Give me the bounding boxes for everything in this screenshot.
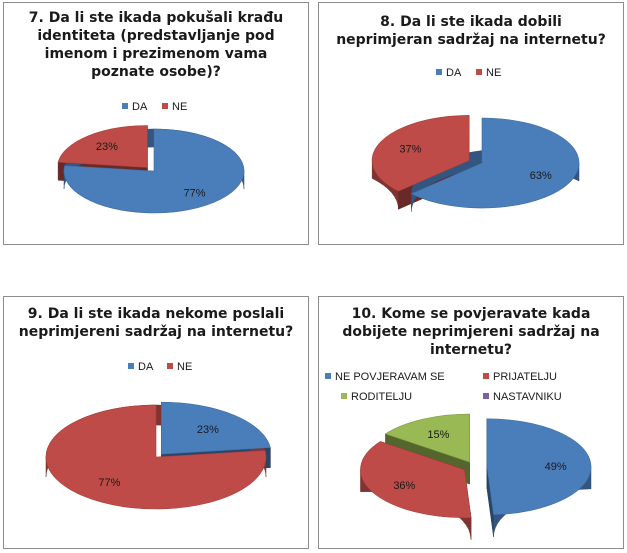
pie-slice-ne-povjeravam-se bbox=[486, 418, 592, 516]
data-label-da: 23% bbox=[197, 424, 219, 436]
legend-entry-prijatelju: PRIJATELJU bbox=[483, 371, 557, 383]
pie-slice-prijatelju bbox=[360, 441, 472, 518]
legend-swatch bbox=[325, 373, 331, 379]
data-label-ne: 37% bbox=[399, 144, 421, 156]
chart-title: 10. Kome se povjeravate kada dobijete ne… bbox=[342, 306, 600, 358]
data-label-da: 63% bbox=[530, 170, 552, 182]
pie-chart-q9: 23% 77% bbox=[45, 401, 271, 510]
pie-slice-ne bbox=[45, 404, 267, 510]
data-label-ne: 23% bbox=[96, 141, 118, 153]
data-label-ne-povjeravam-se: 49% bbox=[545, 461, 567, 473]
legend-entry-da: DA bbox=[436, 67, 461, 79]
legend-swatch bbox=[483, 373, 489, 379]
chart-legend: DA NE bbox=[4, 361, 310, 375]
legend-swatch bbox=[122, 103, 128, 109]
pie-slice-da bbox=[63, 128, 245, 214]
pie-chart-q7: 77% 23% bbox=[57, 125, 245, 214]
pie-tops bbox=[45, 401, 271, 510]
chart-title: 9. Da li ste ikada nekome poslali neprim… bbox=[18, 306, 294, 340]
legend-entry-ne: NE bbox=[162, 101, 187, 113]
chart-legend: DA NE bbox=[4, 101, 310, 115]
legend-entry-ne-povjeravam-se: NE POVJERAVAM SE bbox=[325, 371, 445, 383]
chart-legend: NE POVJERAVAM SE PRIJATELJU RODITELJU NA… bbox=[319, 371, 625, 407]
pie-slice-roditelju bbox=[384, 413, 470, 463]
chart-panel-q10: 10. Kome se povjeravate kada dobijete ne… bbox=[318, 296, 624, 549]
legend-swatch bbox=[436, 69, 442, 75]
chart-panel-q7: 7. Da li ste ikada pokušali krađu identi… bbox=[3, 2, 309, 245]
pie-tops bbox=[57, 125, 245, 214]
legend-entry-da: DA bbox=[128, 361, 153, 373]
pie-chart-q8: 63% 37% bbox=[371, 115, 580, 212]
pie-tops bbox=[360, 413, 592, 518]
pie-slice-da bbox=[410, 117, 580, 209]
chart-title: 7. Da li ste ikada pokušali krađu identi… bbox=[28, 10, 284, 80]
legend-swatch bbox=[476, 69, 482, 75]
data-label-prijatelju: 36% bbox=[393, 480, 415, 492]
legend-entry-roditelju: RODITELJU bbox=[341, 391, 412, 403]
legend-swatch bbox=[341, 393, 347, 399]
legend-swatch bbox=[483, 393, 489, 399]
pie-slice-da bbox=[160, 401, 271, 455]
pie-chart-q10: 49% 36% 15% bbox=[360, 413, 592, 540]
pie-slice-ne bbox=[371, 115, 470, 192]
data-label-roditelju: 15% bbox=[427, 429, 449, 441]
legend-entry-nastavniku: NASTAVNIKU bbox=[483, 391, 562, 403]
pie-slice-ne bbox=[57, 125, 148, 168]
legend-swatch bbox=[167, 363, 173, 369]
data-label-da: 77% bbox=[183, 187, 205, 199]
chart-legend: DA NE bbox=[319, 67, 625, 81]
chart-panel-q8: 8. Da li ste ikada dobili neprimjeran sa… bbox=[318, 2, 624, 245]
legend-entry-da: DA bbox=[122, 101, 147, 113]
chart-panel-q9: 9. Da li ste ikada nekome poslali neprim… bbox=[3, 296, 309, 549]
legend-entry-ne: NE bbox=[167, 361, 192, 373]
pie-tops bbox=[371, 115, 580, 209]
data-label-ne: 77% bbox=[98, 477, 120, 489]
legend-swatch bbox=[128, 363, 134, 369]
chart-title: 8. Da li ste ikada dobili neprimjeran sa… bbox=[336, 14, 606, 48]
legend-entry-ne: NE bbox=[476, 67, 501, 79]
legend-swatch bbox=[162, 103, 168, 109]
